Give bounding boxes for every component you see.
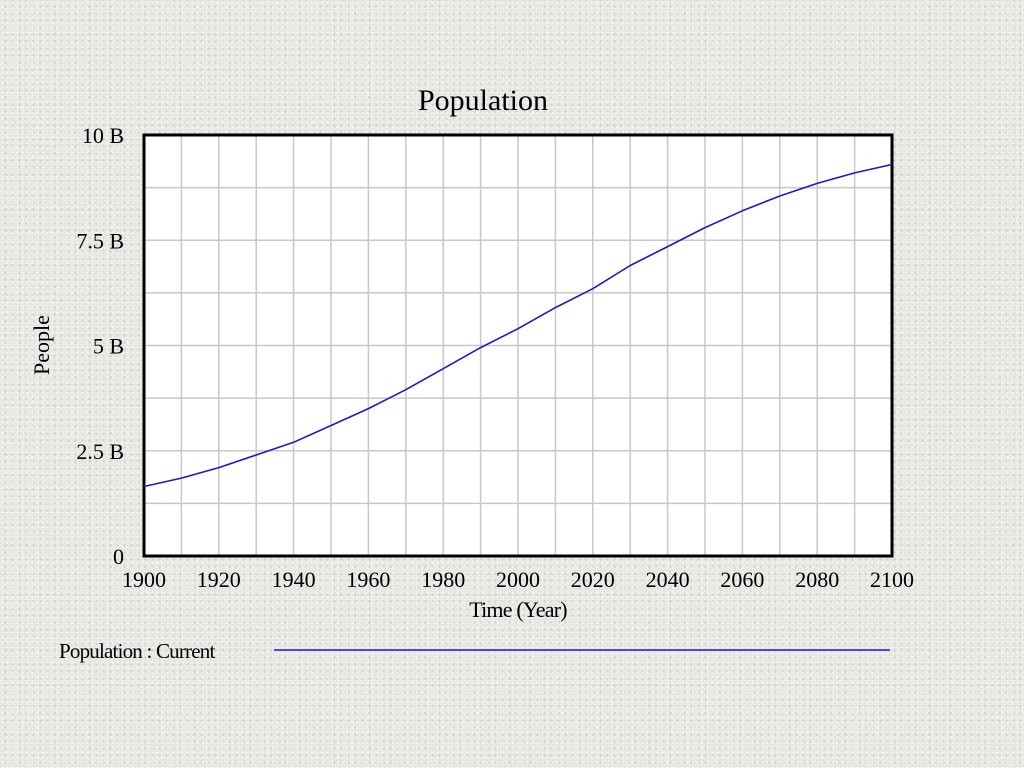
x-tick-label: 1980: [421, 567, 465, 592]
legend-label: Population : Current: [59, 639, 215, 663]
x-axis-title: Time (Year): [469, 597, 567, 622]
x-tick-label: 1920: [197, 567, 241, 592]
y-tick-label: 0: [113, 544, 124, 569]
x-tick-label: 2040: [646, 567, 690, 592]
legend: Population : Current: [59, 639, 890, 663]
y-tick-label: 10 B: [82, 123, 124, 148]
x-tick-label: 2080: [795, 567, 839, 592]
x-tick-label: 1900: [122, 567, 166, 592]
y-axis-ticks: 0 2.5 B 5 B 7.5 B 10 B: [76, 123, 124, 569]
x-tick-label: 1960: [346, 567, 390, 592]
y-tick-label: 5 B: [93, 334, 124, 359]
x-tick-label: 2020: [571, 567, 615, 592]
x-tick-label: 2000: [496, 567, 540, 592]
y-tick-label: 7.5 B: [76, 228, 124, 253]
grid-lines: [144, 135, 892, 556]
series-line-population-current: [143, 163, 893, 488]
y-tick-label: 2.5 B: [76, 439, 124, 464]
series-layer: [143, 163, 893, 488]
plot-frame: [142, 133, 894, 558]
x-tick-label: 1940: [272, 567, 316, 592]
chart-title: Population: [418, 84, 548, 117]
y-axis-title: People: [29, 315, 54, 375]
x-axis-ticks: 1900 1920 1940 1960 1980 2000 2020 2040 2060 2080…: [122, 567, 914, 592]
x-tick-label: 2100: [870, 567, 914, 592]
x-tick-label: 2060: [720, 567, 764, 592]
